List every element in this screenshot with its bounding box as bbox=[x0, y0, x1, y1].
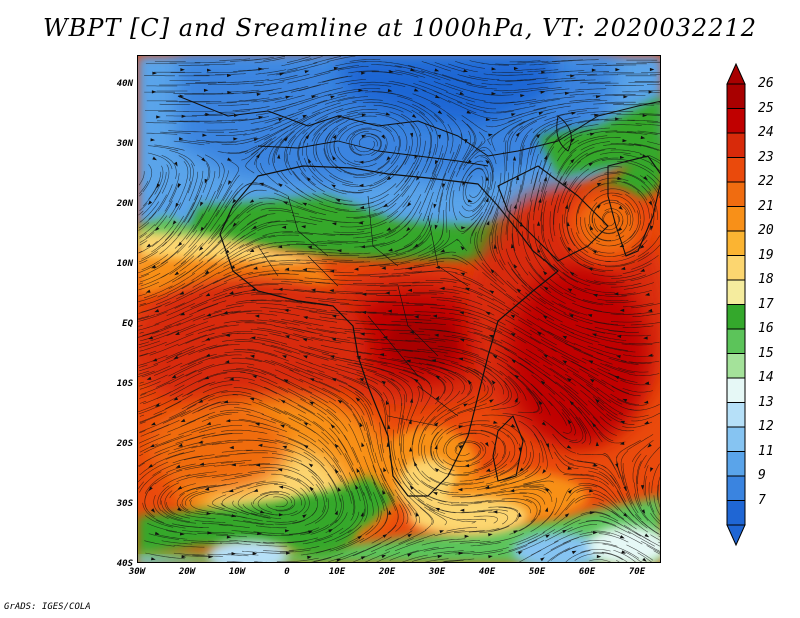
lat-tick-label: EQ bbox=[122, 319, 133, 329]
colorbar-swatch bbox=[726, 451, 746, 477]
colorbar-tick-label: 19 bbox=[758, 247, 774, 263]
lon-tick-label: 20E bbox=[378, 567, 396, 577]
colorbar-bottom-arrow bbox=[726, 524, 746, 547]
colorbar-swatch bbox=[726, 108, 746, 134]
colorbar-swatch bbox=[726, 255, 746, 281]
colorbar-tick-label: 9 bbox=[758, 468, 766, 483]
colorbar-tick-label: 14 bbox=[758, 370, 774, 385]
lon-tick-label: 60E bbox=[578, 567, 596, 577]
colorbar-tick-label: 13 bbox=[758, 394, 774, 410]
lat-tick-label: 20S bbox=[116, 439, 133, 449]
colorbar-swatch bbox=[726, 304, 746, 330]
lat-tick-label: 40N bbox=[116, 79, 133, 89]
map-panel bbox=[137, 55, 661, 563]
lat-tick-label: 10N bbox=[116, 259, 133, 269]
colorbar-tick-label: 25 bbox=[758, 100, 774, 116]
colorbar-swatch bbox=[726, 353, 746, 379]
colorbar-swatch bbox=[726, 475, 746, 501]
lon-tick-label: 50E bbox=[528, 567, 546, 577]
colorbar-tick-label: 22 bbox=[758, 174, 774, 189]
colorbar-tick-label: 15 bbox=[758, 345, 774, 361]
lat-tick-label: 10S bbox=[116, 379, 133, 389]
lon-tick-label: 20W bbox=[178, 567, 196, 577]
colorbar-tick-label: 11 bbox=[758, 443, 774, 459]
colorbar-swatch bbox=[726, 328, 746, 354]
chart-title: WBPT [C] and Sreamline at 1000hPa, VT: 2… bbox=[42, 14, 758, 42]
lon-tick-label: 10E bbox=[328, 567, 346, 577]
colorbar-swatch bbox=[726, 206, 746, 232]
lon-tick-label: 0 bbox=[284, 567, 290, 577]
colorbar-swatch bbox=[726, 426, 746, 452]
colorbar-swatch bbox=[726, 279, 746, 305]
lon-tick-label: 30W bbox=[128, 567, 146, 577]
lon-tick-label: 30E bbox=[428, 567, 446, 577]
colorbar-swatch bbox=[726, 230, 746, 256]
lat-tick-label: 40S bbox=[116, 559, 133, 569]
colorbar-swatch bbox=[726, 402, 746, 428]
colorbar-tick-label: 23 bbox=[758, 149, 774, 165]
colorbar-swatch bbox=[726, 157, 746, 183]
colorbar-tick-label: 12 bbox=[758, 419, 774, 434]
colorbar-tick-label: 24 bbox=[758, 125, 774, 140]
colorbar-swatch bbox=[726, 181, 746, 207]
lon-tick-label: 10W bbox=[228, 567, 246, 577]
credit-label: GrADS: IGES/COLA bbox=[4, 602, 91, 612]
colorbar-swatch bbox=[726, 500, 746, 526]
map-field bbox=[138, 56, 660, 562]
colorbar-swatch bbox=[726, 377, 746, 403]
lat-tick-label: 20N bbox=[116, 199, 133, 209]
colorbar-top-arrow bbox=[726, 62, 746, 85]
colorbar-tick-label: 26 bbox=[758, 76, 774, 91]
lon-tick-label: 70E bbox=[628, 567, 646, 577]
colorbar-swatch bbox=[726, 83, 746, 109]
colorbar-tick-label: 20 bbox=[758, 223, 774, 238]
colorbar-tick-label: 7 bbox=[758, 492, 766, 508]
colorbar-swatch bbox=[726, 132, 746, 158]
colorbar bbox=[726, 62, 746, 547]
lat-tick-label: 30S bbox=[116, 499, 133, 509]
colorbar-tick-label: 21 bbox=[758, 198, 774, 214]
colorbar-tick-label: 16 bbox=[758, 321, 774, 336]
colorbar-tick-label: 18 bbox=[758, 272, 774, 287]
lon-tick-label: 40E bbox=[478, 567, 496, 577]
colorbar-tick-label: 17 bbox=[758, 296, 774, 312]
lat-tick-label: 30N bbox=[116, 139, 133, 149]
